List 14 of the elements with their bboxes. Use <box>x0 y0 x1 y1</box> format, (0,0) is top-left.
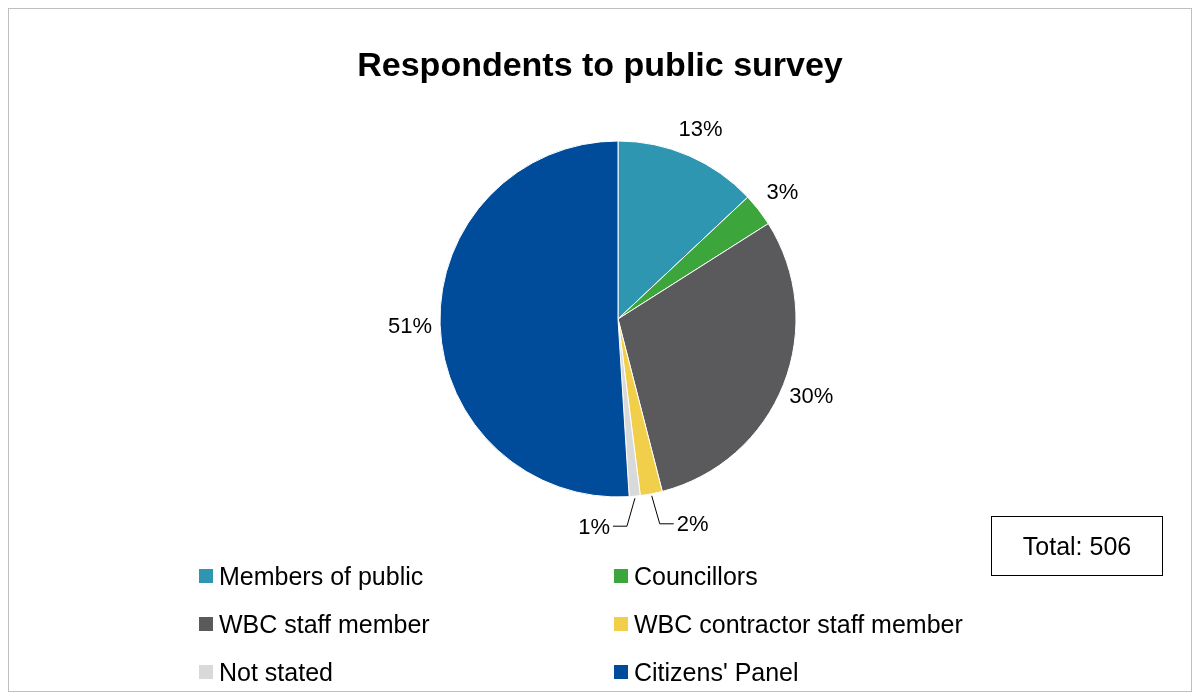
chart-title: Respondents to public survey <box>356 44 844 85</box>
data-label: 2% <box>676 511 709 537</box>
data-label: 1% <box>578 513 610 539</box>
legend-label: WBC staff member <box>219 609 430 639</box>
legend-label: WBC contractor staff member <box>634 609 963 639</box>
data-label: 3% <box>766 179 799 205</box>
data-label: 30% <box>789 383 834 409</box>
data-label: 13% <box>678 115 723 141</box>
legend-label: Members of public <box>219 561 424 591</box>
text: Total: 506 <box>991 516 1163 576</box>
data-label: 51% <box>388 313 433 339</box>
legend-label: Councillors <box>634 561 758 591</box>
legend-label: Not stated <box>219 657 333 687</box>
legend-label: Citizens' Panel <box>634 657 799 687</box>
